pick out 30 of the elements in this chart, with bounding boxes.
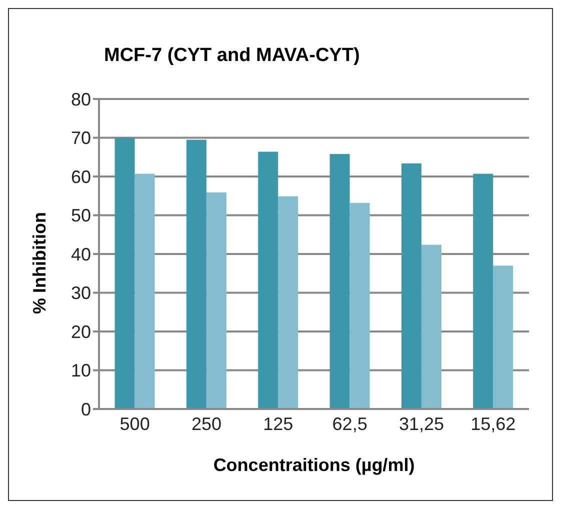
y-tick-label: 80: [70, 89, 91, 110]
bar: [134, 174, 155, 409]
chart-title: MCF-7 (CYT and MAVA-CYT): [104, 45, 360, 67]
y-axis-title: % Inhibition: [29, 212, 50, 314]
bar: [401, 163, 422, 409]
bar: [421, 244, 442, 409]
x-tick-label: 125: [263, 414, 294, 434]
x-tick-label: 500: [120, 414, 150, 434]
y-tick-label: 70: [70, 128, 91, 148]
x-tick-label: 62,5: [332, 414, 368, 434]
bar: [473, 174, 494, 409]
x-axis-title: Concentraitions (µg/ml): [213, 455, 415, 475]
x-tick-label: 15,62: [470, 414, 516, 434]
bar: [258, 152, 278, 409]
y-tick-label: 20: [70, 322, 91, 342]
y-tick-label: 0: [80, 399, 91, 420]
bar: [206, 192, 226, 409]
bar: [330, 154, 350, 409]
y-tick-label: 40: [70, 244, 91, 264]
y-tick-label: 10: [70, 360, 91, 381]
y-tick-label: 60: [70, 166, 91, 187]
bar: [350, 202, 370, 409]
y-tick-label: 30: [70, 283, 91, 304]
bar: [114, 138, 135, 409]
bar: [493, 266, 514, 409]
bar: [278, 196, 298, 409]
y-tick-label: 50: [70, 206, 91, 226]
x-tick-label: 250: [191, 414, 222, 434]
bar: [186, 140, 206, 409]
x-tick-label: 31,25: [398, 414, 444, 434]
